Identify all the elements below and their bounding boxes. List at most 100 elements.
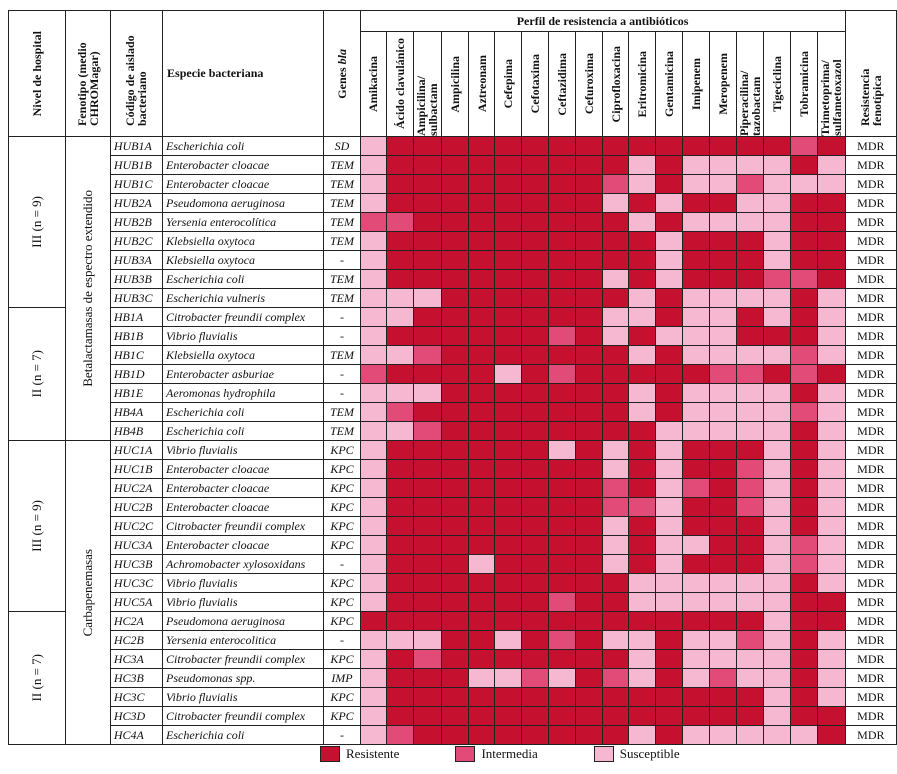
profile-cell <box>763 269 792 289</box>
profile-cell <box>359 592 388 612</box>
profile-cell <box>790 345 818 365</box>
species-cell: Escherichia coli <box>162 421 325 441</box>
profile-cell <box>574 687 603 707</box>
profile-cell <box>628 250 657 270</box>
profile-cell <box>494 307 523 327</box>
resistance-cell: MDR <box>844 383 897 403</box>
profile-cell <box>763 345 792 365</box>
profile-cell <box>548 611 576 631</box>
profile-cell <box>574 554 603 574</box>
resistance-cell: MDR <box>844 326 897 346</box>
profile-cell <box>521 668 550 688</box>
profile-cell <box>601 307 630 327</box>
profile-cell <box>682 421 710 441</box>
profile-cell <box>601 687 630 707</box>
data-row: HUC5A Vibrio fluvialis KPC MDR <box>9 592 897 612</box>
profile-cell <box>386 402 415 422</box>
gene-cell: KPC <box>323 459 361 479</box>
profile-cell <box>816 478 846 498</box>
profile-cell <box>735 250 765 270</box>
profile-cell <box>574 706 603 726</box>
resistance-text: Resistencia fenotípica <box>857 68 884 126</box>
profile-cell <box>708 516 737 536</box>
antibiotic-name: Ampicilina/ sulbactam <box>414 75 441 136</box>
profile-cell <box>413 231 442 251</box>
profile-cell <box>548 288 576 308</box>
level-header: Nivel de hospital <box>8 10 66 137</box>
profile-cell <box>735 174 765 194</box>
code-cell: HUB2A <box>109 193 164 213</box>
profile-cell <box>521 497 550 517</box>
profile-cell <box>494 345 523 365</box>
profile-cell <box>467 440 496 460</box>
profile-cell <box>440 611 469 631</box>
code-cell: HB1C <box>109 345 164 365</box>
profile-cell <box>574 269 603 289</box>
profile-cell <box>735 326 765 346</box>
profile-cell <box>601 459 630 479</box>
profile-cell <box>494 288 523 308</box>
legend-item: Intermedia <box>455 746 538 762</box>
profile-cell <box>574 535 603 555</box>
profile-cell <box>440 212 469 232</box>
profile-cell <box>494 554 523 574</box>
profile-cell <box>735 535 765 555</box>
antibiotic-header: Piperacilina/ tazobactam <box>735 31 765 137</box>
code-cell: HUC3A <box>109 535 164 555</box>
header-box: Amikacina <box>361 32 387 136</box>
profile-cell <box>790 497 818 517</box>
profile-cell <box>440 288 469 308</box>
profile-cell <box>521 288 550 308</box>
profile-cell <box>359 402 388 422</box>
profile-cell <box>628 345 657 365</box>
resistance-cell: MDR <box>844 554 897 574</box>
profile-cell <box>386 155 415 175</box>
profile-cell <box>628 630 657 650</box>
profile-cell <box>708 174 737 194</box>
profile-cell <box>440 269 469 289</box>
table-wrap: Nivel de hospital Fenotipo (medio CHROMag… <box>8 10 897 745</box>
profile-cell <box>467 668 496 688</box>
profile-cell <box>574 649 603 669</box>
profile-cell <box>359 288 388 308</box>
profile-cell <box>708 212 737 232</box>
data-row: HUC3B Achromobacter xylosoxidans - MDR <box>9 554 897 574</box>
gene-cell: - <box>323 250 361 270</box>
profile-cell <box>682 459 710 479</box>
profile-cell <box>816 193 846 213</box>
code-cell: HB1A <box>109 307 164 327</box>
phenotype-header: Fenotipo (medio CHROMagar) <box>65 10 111 137</box>
profile-cell <box>413 554 442 574</box>
profile-cell <box>708 364 737 384</box>
profile-cell <box>494 573 523 593</box>
profile-cell <box>494 193 523 213</box>
profile-cell <box>359 497 388 517</box>
profile-cell <box>708 136 737 156</box>
resistance-cell: MDR <box>844 269 897 289</box>
profile-cell <box>386 497 415 517</box>
species-cell: Vibrio fluvialis <box>162 573 325 593</box>
profile-cell <box>574 516 603 536</box>
profile-cell <box>521 421 550 441</box>
profile-cell <box>386 250 415 270</box>
species-cell: Citrobacter freundii complex <box>162 706 325 726</box>
data-row: III (n = 9) Carbapenemasas HUC1A Vibrio flu… <box>8 440 897 745</box>
profile-cell <box>816 497 846 517</box>
profile-cell <box>655 193 684 213</box>
profile-cell <box>521 611 550 631</box>
profile-cell <box>790 231 818 251</box>
profile-cell <box>386 326 415 346</box>
profile-cell <box>816 440 846 460</box>
profile-cell <box>790 611 818 631</box>
profile-cell <box>816 573 846 593</box>
profile-cell <box>521 706 550 726</box>
profile-cell <box>548 497 576 517</box>
antibiotic-name: Aztreonam <box>474 55 489 113</box>
profile-cell <box>359 668 388 688</box>
profile-cell <box>548 554 576 574</box>
profile-cell <box>521 231 550 251</box>
code-cell: HUC2C <box>109 516 164 536</box>
gene-cell: - <box>323 630 361 650</box>
profile-cell <box>494 668 523 688</box>
antibiotic-header: Ciprofloxacina <box>601 31 630 137</box>
